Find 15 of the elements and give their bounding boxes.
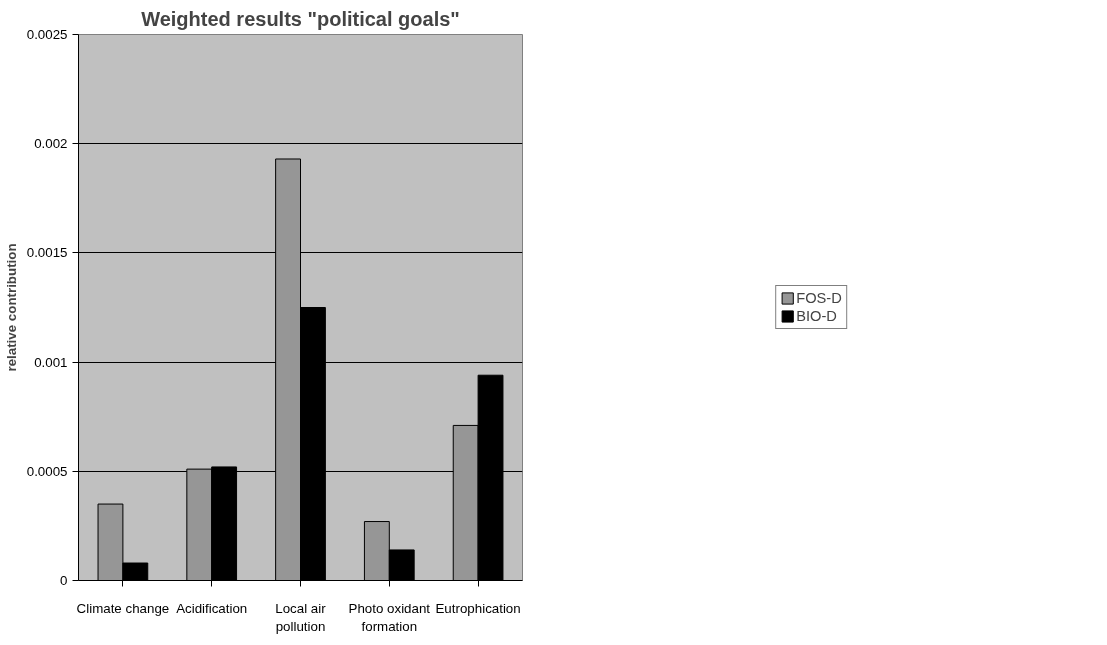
y-tick-label: 0.002 xyxy=(34,136,68,152)
y-tick-label: 0.0025 xyxy=(26,27,68,42)
x-tick-label: Local air pollution xyxy=(275,600,327,634)
y-tick-label: 0.0015 xyxy=(26,245,68,261)
y-axis-title: relative contribution xyxy=(3,243,19,372)
x-tick-label: Climate change xyxy=(76,600,170,616)
chart-title: Weighted results "political goals" xyxy=(141,7,460,30)
legend-label: FOS-D xyxy=(796,290,842,306)
y-tick-label: 0.0005 xyxy=(26,463,68,479)
x-tick-label: Photo oxidant formation xyxy=(348,600,431,634)
legend-label: BIO-D xyxy=(796,308,837,324)
x-tick-label: Acidification xyxy=(176,600,248,616)
x-tick-label: Eutrophication xyxy=(435,600,521,616)
y-tick-label: 0.001 xyxy=(34,354,68,370)
y-tick-label: 0 xyxy=(60,573,68,588)
